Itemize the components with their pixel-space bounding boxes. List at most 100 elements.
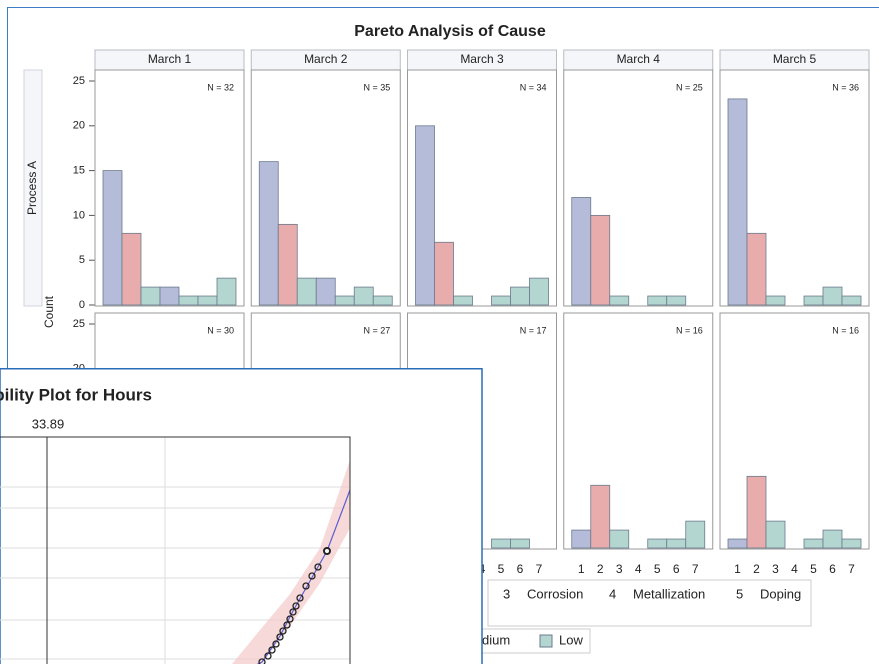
n-label: N = 34 xyxy=(520,82,547,92)
y-tick-label: 25 xyxy=(73,75,85,87)
y-tick-label: 25 xyxy=(73,318,85,330)
bar xyxy=(727,98,748,306)
panel-frame xyxy=(250,69,401,307)
y-tick-label: 0 xyxy=(79,299,85,311)
bar xyxy=(609,295,630,306)
n-label: N = 36 xyxy=(832,82,859,92)
bar xyxy=(277,223,298,306)
x-tick-label: 5 xyxy=(654,562,661,576)
y-tick-label: 10 xyxy=(73,209,85,221)
y-axis-label: Count xyxy=(42,295,56,328)
bar xyxy=(647,295,668,306)
x-tick-label: 5 xyxy=(810,562,817,576)
panel-frame xyxy=(94,69,245,307)
bar xyxy=(334,295,355,306)
x-tick-label: 4 xyxy=(635,562,642,576)
x-tick-label: 4 xyxy=(791,562,798,576)
y-tick-label: 15 xyxy=(73,165,85,177)
bar xyxy=(609,529,630,549)
bar xyxy=(822,529,843,549)
row-header xyxy=(23,69,43,307)
bar xyxy=(647,538,668,549)
bar xyxy=(491,295,511,306)
bar xyxy=(102,170,123,306)
bar xyxy=(296,277,317,306)
bar xyxy=(746,232,767,306)
bar xyxy=(510,538,530,549)
bar xyxy=(666,295,687,306)
bar xyxy=(765,295,786,306)
bar xyxy=(353,286,374,306)
x-tick-label: 7 xyxy=(848,562,855,576)
column-label: March 4 xyxy=(617,52,661,66)
x-tick-label: 6 xyxy=(829,562,836,576)
bar xyxy=(121,232,142,306)
y-tick-label: 5 xyxy=(79,254,85,266)
bar xyxy=(765,520,786,549)
bar xyxy=(803,295,824,306)
bar xyxy=(590,214,611,306)
n-label: N = 32 xyxy=(207,82,234,92)
n-label: N = 17 xyxy=(520,325,547,335)
confidence-band xyxy=(232,460,350,664)
bar xyxy=(685,520,706,549)
panel-frame xyxy=(563,69,714,307)
bar xyxy=(727,538,748,549)
legend-swatch xyxy=(539,634,553,648)
x-tick-label: 3 xyxy=(616,562,623,576)
points xyxy=(258,547,331,664)
n-label: N = 25 xyxy=(676,82,703,92)
legend-box xyxy=(487,579,812,627)
bar xyxy=(315,277,336,306)
chart-title: Pareto Analysis of Cause xyxy=(354,23,546,40)
n-label: N = 30 xyxy=(207,325,234,335)
n-label: N = 16 xyxy=(676,325,703,335)
bar xyxy=(746,475,767,549)
panel-frame xyxy=(407,69,557,307)
x-tick-label: 6 xyxy=(673,562,680,576)
row-label: Process A xyxy=(25,161,39,215)
x-tick-label: 2 xyxy=(597,562,604,576)
x-tick-label: 1 xyxy=(734,562,741,576)
panel-frame xyxy=(563,312,714,550)
column-label: March 2 xyxy=(304,52,348,66)
bar xyxy=(453,295,473,306)
bar xyxy=(415,125,435,306)
panel-frame xyxy=(719,69,870,307)
plot-area xyxy=(0,436,351,664)
bar xyxy=(841,538,862,549)
reference-label: 33.89 xyxy=(32,416,65,431)
n-label: N = 27 xyxy=(363,325,390,335)
bar xyxy=(159,286,180,306)
x-tick-label: 7 xyxy=(692,562,699,576)
bar xyxy=(841,295,862,306)
probability-window: Probability Plot for Hours 33.89 xyxy=(0,368,483,664)
bar xyxy=(140,286,161,306)
x-tick-label: 3 xyxy=(772,562,779,576)
legend-label: Corrosion xyxy=(527,586,583,601)
bar xyxy=(372,295,393,306)
bar xyxy=(197,295,218,306)
bar xyxy=(258,161,279,306)
column-label: March 5 xyxy=(773,52,817,66)
column-label: March 1 xyxy=(148,52,192,66)
x-tick-label: 7 xyxy=(536,562,543,576)
bar xyxy=(529,277,549,306)
column-label: March 3 xyxy=(460,52,504,66)
bar xyxy=(434,241,454,306)
bar xyxy=(491,538,511,549)
legend-label: Metallization xyxy=(633,586,705,601)
plot-frame xyxy=(0,436,351,664)
bar xyxy=(590,484,611,549)
x-tick-label: 1 xyxy=(578,562,585,576)
n-label: N = 35 xyxy=(363,82,390,92)
legend-code: 3 xyxy=(503,586,510,601)
legend-code: 5 xyxy=(736,586,743,601)
x-tick-label: 2 xyxy=(753,562,760,576)
y-tick-label: 20 xyxy=(73,120,85,132)
bar xyxy=(216,277,237,306)
x-tick-label: 6 xyxy=(517,562,524,576)
bar xyxy=(803,538,824,549)
bar xyxy=(571,197,592,306)
